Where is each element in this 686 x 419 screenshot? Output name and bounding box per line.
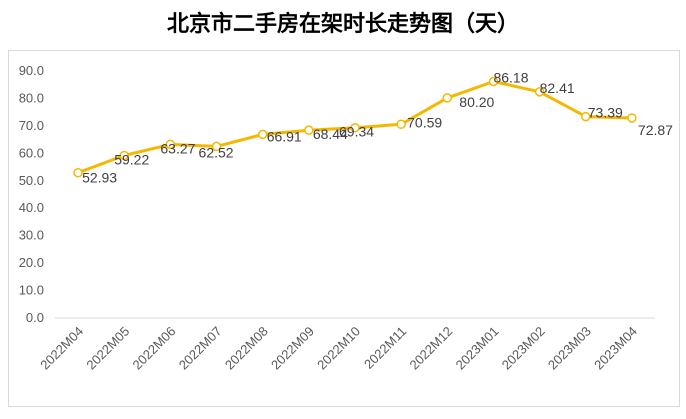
data-point	[581, 111, 591, 122]
data-label: 62.52	[199, 144, 234, 160]
data-label: 86.18	[493, 69, 528, 85]
data-label: 82.41	[540, 80, 575, 96]
data-point	[257, 129, 268, 140]
data-point	[350, 122, 360, 133]
data-point	[534, 87, 545, 97]
x-tick-label: 2022M09	[268, 324, 317, 373]
data-label: 68.44	[313, 126, 348, 142]
x-tick-label: 2022M07	[176, 324, 225, 373]
chart-title: 北京市二手房在架时长走势图（天）	[166, 12, 519, 37]
data-label: 69.34	[339, 124, 374, 140]
chart-frame	[8, 50, 680, 407]
x-tick-label: 2022M08	[222, 324, 271, 373]
y-tick-label: 0.0	[26, 310, 44, 325]
x-tick-label: 2022M05	[83, 324, 132, 373]
y-tick-label: 80.0	[19, 90, 44, 105]
data-label: 59.22	[114, 151, 149, 167]
data-point	[442, 93, 453, 103]
y-tick-label: 50.0	[19, 173, 44, 188]
x-tick-label: 2023M01	[453, 324, 502, 373]
data-label: 52.93	[82, 170, 117, 186]
x-tick-label: 2022M04	[37, 324, 86, 373]
data-point	[488, 76, 499, 87]
y-tick-label: 90.0	[19, 63, 44, 78]
data-point	[304, 125, 314, 135]
y-tick-label: 20.0	[19, 255, 44, 270]
x-tick-label: 2023M04	[591, 324, 640, 373]
y-tick-label: 30.0	[19, 228, 44, 243]
data-point	[627, 113, 637, 123]
data-label: 70.59	[407, 114, 442, 130]
data-label: 72.87	[638, 122, 673, 138]
y-tick-label: 60.0	[19, 145, 44, 160]
data-point	[119, 150, 129, 161]
data-label: 80.20	[459, 94, 494, 110]
data-point	[165, 139, 176, 150]
y-tick-label: 10.0	[19, 283, 44, 298]
data-point	[211, 141, 222, 152]
y-tick-label: 40.0	[19, 200, 44, 215]
x-tick-label: 2022M06	[130, 324, 179, 373]
x-tick-label: 2022M12	[406, 324, 455, 373]
x-tick-label: 2022M10	[314, 324, 363, 373]
data-point	[73, 167, 83, 178]
data-label: 63.27	[160, 140, 195, 156]
y-tick-label: 70.0	[19, 118, 44, 133]
data-label: 66.91	[267, 128, 302, 144]
x-tick-label: 2022M11	[361, 324, 409, 372]
x-tick-label: 2023M02	[499, 324, 548, 373]
x-tick-label: 2023M03	[545, 324, 594, 373]
data-point	[396, 119, 406, 130]
data-label: 73.39	[588, 105, 623, 121]
